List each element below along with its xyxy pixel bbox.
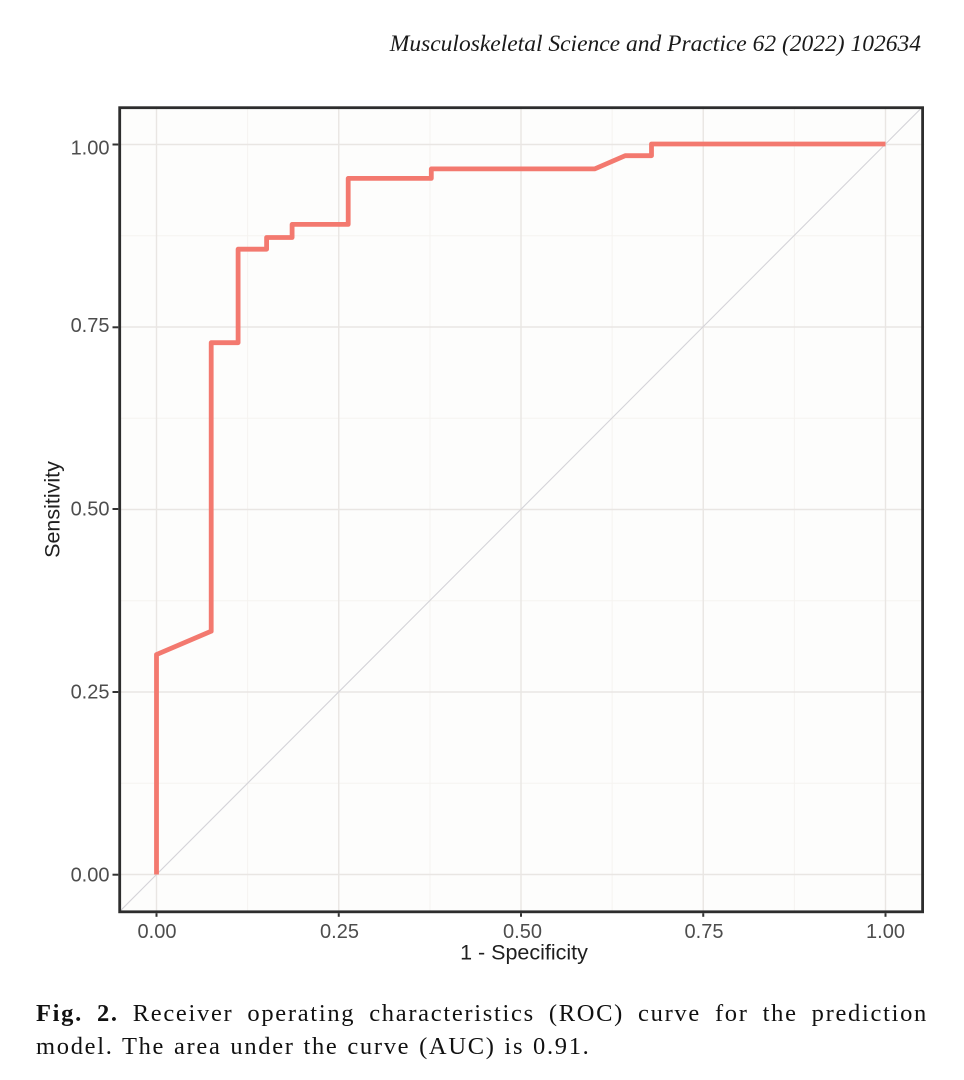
svg-text:0.50: 0.50 (71, 499, 110, 521)
svg-text:1 - Specificity: 1 - Specificity (460, 941, 588, 965)
svg-text:1.00: 1.00 (866, 921, 905, 943)
svg-text:0.25: 0.25 (71, 682, 110, 704)
svg-text:0.50: 0.50 (503, 921, 542, 943)
svg-text:0.25: 0.25 (320, 921, 359, 943)
svg-text:1.00: 1.00 (71, 138, 110, 160)
svg-text:0.75: 0.75 (685, 921, 724, 943)
svg-text:0.00: 0.00 (138, 921, 177, 943)
svg-text:Sensitivity: Sensitivity (41, 461, 65, 558)
svg-text:0.75: 0.75 (71, 315, 110, 337)
svg-text:0.00: 0.00 (71, 865, 110, 887)
